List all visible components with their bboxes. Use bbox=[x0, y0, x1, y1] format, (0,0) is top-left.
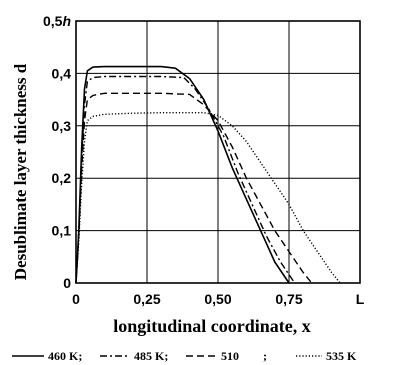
y-tick-label: 0,1 bbox=[52, 223, 72, 239]
series-layer bbox=[75, 65, 341, 284]
y-axis-title: Desublimate layer thickness d bbox=[11, 63, 30, 280]
series-line-485k bbox=[75, 75, 296, 284]
x-tick-label: 0,50 bbox=[204, 291, 231, 307]
legend-label-535: 535 K bbox=[326, 349, 357, 363]
grid-layer bbox=[75, 20, 361, 284]
x-tick-label: L bbox=[356, 291, 365, 307]
x-tick-label: 0,25 bbox=[133, 291, 160, 307]
series-line-510 bbox=[75, 92, 313, 284]
series-line-460k bbox=[75, 65, 290, 284]
y-tick-label: 0,5h bbox=[43, 13, 71, 29]
legend-label-485: 485 K; bbox=[134, 349, 168, 363]
y-tick-label: 0,4 bbox=[52, 65, 72, 81]
x-tick-label: 0,75 bbox=[275, 291, 302, 307]
x-tick-labels: 0 0,25 0,50 0,75 L bbox=[72, 291, 365, 307]
legend-label-510: 510 bbox=[221, 349, 239, 363]
y-tick-label: 0 bbox=[63, 275, 71, 291]
y-tick-label: 0,2 bbox=[52, 170, 72, 186]
series-line-535k bbox=[75, 111, 341, 284]
x-axis-title: longitudinal coordinate, x bbox=[113, 316, 311, 336]
y-tick-labels: 0 0,1 0,2 0,3 0,4 0,5h bbox=[43, 13, 71, 291]
legend: 460 K; 485 K; 510 ; 535 K bbox=[12, 349, 357, 363]
legend-separator: ; bbox=[263, 349, 267, 363]
plot-frame bbox=[75, 20, 361, 284]
y-tick-label: 0,3 bbox=[52, 118, 72, 134]
x-tick-label: 0 bbox=[72, 291, 80, 307]
legend-label-460: 460 K; bbox=[48, 349, 82, 363]
